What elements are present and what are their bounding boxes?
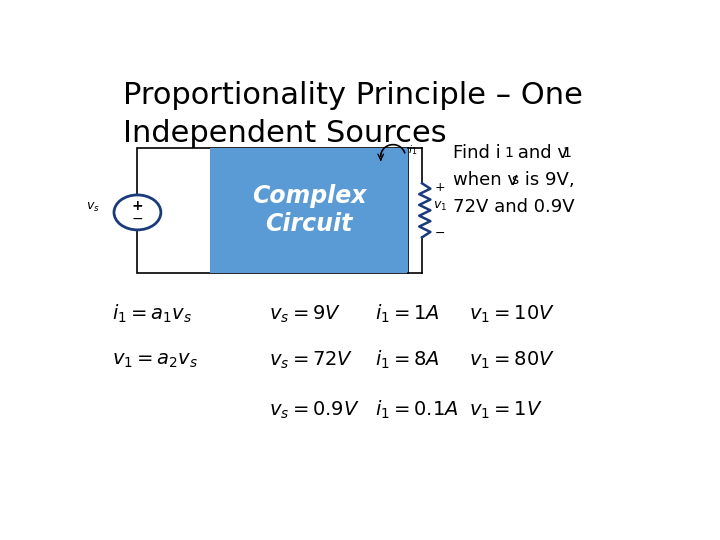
Text: $v_1 = 80V$: $v_1 = 80V$: [469, 349, 555, 370]
Circle shape: [114, 195, 161, 230]
Text: and v: and v: [513, 144, 568, 162]
Text: $v_1 = 1V$: $v_1 = 1V$: [469, 399, 543, 421]
Text: Proportionality Principle – One: Proportionality Principle – One: [124, 82, 583, 111]
Text: $v_s = 9V$: $v_s = 9V$: [269, 303, 341, 325]
Text: $i_1$: $i_1$: [408, 144, 418, 157]
Text: 72V and 0.9V: 72V and 0.9V: [453, 198, 575, 216]
Circle shape: [113, 194, 162, 231]
Text: $v_s = 72V$: $v_s = 72V$: [269, 349, 353, 370]
Text: $i_1 = 8A$: $i_1 = 8A$: [374, 349, 440, 371]
Text: $v_1 = 10V$: $v_1 = 10V$: [469, 303, 555, 325]
Text: Independent Sources: Independent Sources: [124, 119, 447, 148]
Text: +: +: [132, 199, 143, 213]
Text: $v_s = 0.9V$: $v_s = 0.9V$: [269, 399, 359, 421]
Text: s: s: [511, 173, 518, 187]
Text: −: −: [434, 227, 445, 240]
Text: $i_1 = 0.1A$: $i_1 = 0.1A$: [374, 399, 458, 421]
Text: −: −: [132, 212, 143, 226]
Text: $i_1 = 1A$: $i_1 = 1A$: [374, 303, 440, 326]
Text: $v_1 = a_2 v_s$: $v_1 = a_2 v_s$: [112, 350, 199, 369]
Bar: [138, 148, 408, 273]
Text: 1: 1: [505, 146, 513, 160]
Text: Find i: Find i: [453, 144, 500, 162]
Text: $v_s$: $v_s$: [86, 201, 100, 214]
Text: $i_1 = a_1 v_s$: $i_1 = a_1 v_s$: [112, 303, 192, 326]
Text: 1: 1: [562, 146, 571, 160]
Text: is 9V,: is 9V,: [518, 171, 574, 189]
Text: Complex
Circuit: Complex Circuit: [252, 185, 366, 236]
Text: +: +: [434, 181, 445, 194]
Text: $v_1$: $v_1$: [433, 200, 447, 213]
Bar: [210, 148, 408, 273]
Text: when v: when v: [453, 171, 518, 189]
